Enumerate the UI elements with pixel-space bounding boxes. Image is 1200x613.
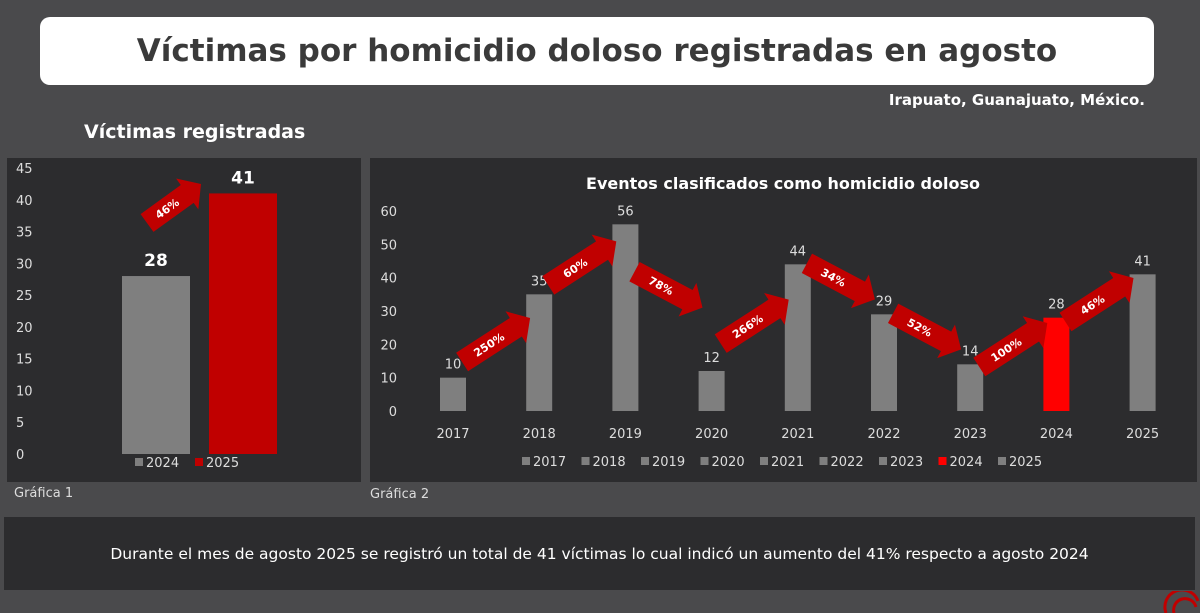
chart2-bar (698, 371, 725, 411)
chart2-legend-swatch (760, 457, 768, 465)
chart2-bar (440, 377, 466, 411)
chart1-y-tick: 25 (16, 289, 33, 304)
chart2-y-tick: 10 (380, 372, 397, 387)
chart2-legend-label: 2021 (771, 455, 804, 470)
chart2-bar (1043, 317, 1070, 411)
chart1-change-arrow-shape (140, 178, 201, 232)
chart2-title: Eventos clasificados como homicidio dolo… (586, 174, 980, 193)
chart2-change-arrow-shape (887, 303, 962, 359)
chart2-change-arrow-shape (714, 292, 789, 353)
chart2-change-arrow-shape (1059, 271, 1134, 332)
chart2-data-label: 44 (790, 244, 807, 259)
chart1-bar (209, 193, 277, 454)
chart2-legend-swatch (522, 457, 530, 465)
chart2-data-label: 35 (531, 274, 548, 289)
chart2-y-tick: 40 (380, 272, 397, 287)
chart2-data-label: 29 (876, 294, 893, 309)
chart2-data-label: 56 (617, 204, 634, 219)
chart1-y-tick: 30 (16, 257, 33, 272)
chart2-y-tick: 60 (380, 205, 397, 220)
chart2-x-tick: 2024 (1040, 427, 1073, 442)
chart1-y-tick: 5 (16, 416, 24, 431)
chart1-data-label: 41 (231, 168, 255, 188)
chart1-legend-label: 2025 (206, 456, 239, 471)
chart2-y-tick: 20 (380, 338, 397, 353)
chart1-data-label: 28 (144, 251, 168, 271)
chart2-bar (526, 294, 553, 411)
chart1-y-tick: 40 (16, 194, 33, 209)
chart2-y-tick: 50 (380, 238, 397, 253)
location-label: Irapuato, Guanajuato, México. (888, 91, 1145, 109)
chart2-data-label: 12 (703, 351, 720, 366)
chart1-y-tick: 0 (16, 448, 24, 463)
chart2-legend-label: 2024 (950, 455, 983, 470)
chart1-change-arrow: 46% (140, 178, 201, 232)
page-title: Víctimas por homicidio doloso registrada… (136, 33, 1058, 69)
chart2-x-tick: 2025 (1126, 427, 1159, 442)
chart2-change-arrow-shape (542, 234, 617, 295)
chart2-caption: Gráfica 2 (370, 487, 430, 502)
chart2-legend-swatch (581, 457, 590, 465)
chart2-bar (612, 224, 639, 411)
chart1-heading: Víctimas registradas (84, 121, 306, 143)
chart2-change-arrow-shape (456, 311, 531, 372)
chart2-x-tick: 2022 (867, 427, 900, 442)
chart1-legend-swatch (195, 458, 203, 466)
chart2-data-label: 10 (445, 358, 462, 373)
chart2-legend-swatch (819, 457, 828, 465)
chart2-legend-swatch (998, 457, 1006, 465)
chart2-legend-label: 2020 (712, 455, 745, 470)
chart1-y-tick: 20 (16, 321, 33, 336)
logo-mark-icon (1163, 591, 1200, 613)
chart2-change-arrow: 52% (887, 303, 962, 359)
chart2-change-arrow: 34% (801, 253, 875, 309)
chart2-data-label: 28 (1048, 298, 1065, 313)
chart2-legend-label: 2018 (593, 455, 626, 470)
chart2-legend-swatch (641, 457, 649, 465)
chart2-panel: Eventos clasificados como homicidio dolo… (370, 158, 1197, 482)
chart2-x-tick: 2017 (436, 427, 469, 442)
chart1-y-tick: 10 (16, 384, 33, 399)
chart2-x-tick: 2018 (523, 427, 556, 442)
chart2-legend-label: 2019 (652, 455, 685, 470)
chart2-x-tick: 2023 (954, 427, 987, 442)
chart2-bar (1129, 274, 1156, 411)
chart2-y-tick: 0 (389, 405, 397, 420)
chart2-legend-label: 2022 (831, 455, 864, 470)
chart2-svg: Eventos clasificados como homicidio dolo… (380, 174, 1159, 470)
chart2-bar (957, 364, 984, 411)
chart2-change-arrow-shape (629, 261, 703, 317)
title-banner: Víctimas por homicidio doloso registrada… (40, 17, 1154, 85)
chart2-legend-swatch (938, 457, 947, 465)
chart2-change-arrow-shape (801, 253, 875, 309)
chart2-legend-swatch (879, 457, 887, 465)
chart2-change-arrow-shape (973, 316, 1048, 377)
chart2-x-tick: 2019 (609, 427, 642, 442)
chart2-change-arrow: 78% (629, 261, 703, 317)
chart2-legend-swatch (700, 457, 709, 465)
chart2-x-tick: 2020 (695, 427, 728, 442)
chart2-data-label: 41 (1134, 254, 1151, 269)
chart1-bar (122, 276, 190, 454)
chart2-bar (871, 314, 897, 411)
chart2-data-label: 14 (962, 344, 979, 359)
summary-text: Durante el mes de agosto 2025 se registr… (110, 544, 1089, 563)
chart1-y-tick: 45 (16, 162, 33, 177)
chart1-panel: 0 5 10 15 20 25 30 35 40 45 28 41 46% 2024 2025 (7, 158, 361, 482)
summary-box: Durante el mes de agosto 2025 se registr… (4, 517, 1195, 590)
chart1-legend-label: 2024 (146, 456, 179, 471)
chart2-bar (784, 264, 811, 411)
chart1-y-tick: 15 (16, 353, 33, 368)
chart1-caption: Gráfica 1 (14, 486, 74, 501)
chart1-y-tick: 35 (16, 226, 33, 241)
chart2-legend-label: 2023 (890, 455, 923, 470)
chart2-y-tick: 30 (380, 305, 397, 320)
chart2-legend-label: 2017 (533, 455, 566, 470)
chart2-legend-label: 2025 (1009, 455, 1042, 470)
chart2-x-tick: 2021 (781, 427, 814, 442)
chart1-legend-swatch (135, 458, 143, 466)
